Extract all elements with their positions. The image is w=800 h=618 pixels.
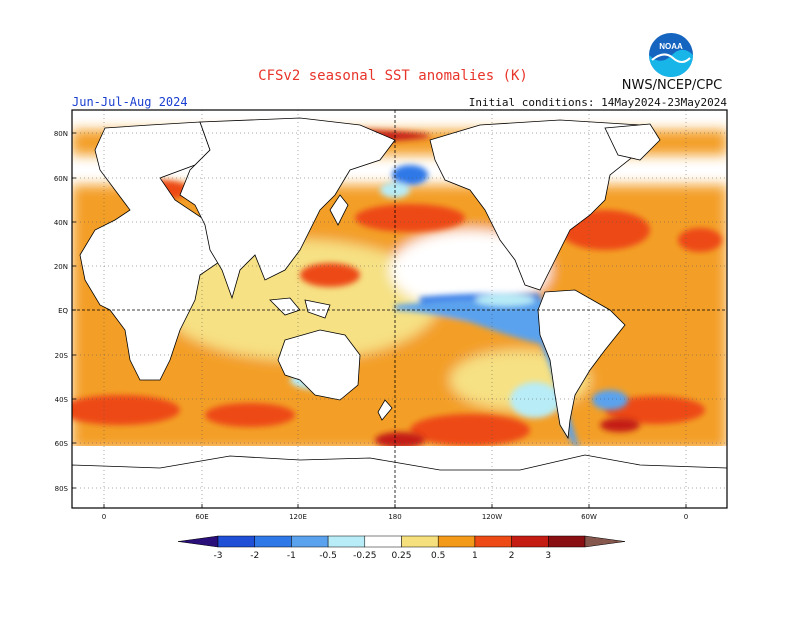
colorbar-box [291,535,329,548]
noaa-logo: NOAA [649,33,693,77]
lat-label-eq: EQ [58,307,68,315]
japan [329,194,349,226]
colorbar: -3 -2 -1 -0.5 -0.25 0.25 0.5 1 2 3 [177,535,626,561]
latitude-axis [72,132,76,489]
lon-label-180: 180 [388,513,401,521]
colorbar-arrow-low [177,535,219,548]
colorbar-box [364,535,402,548]
colorbar-box [474,535,512,548]
colorbar-tick-label: 0.5 [431,551,445,561]
lat-label-80n: 80N [54,130,68,138]
colorbar-tick-label: 0.25 [391,551,411,561]
colorbar-tick-label: 3 [545,551,551,561]
colorbar-arrow-high [584,535,626,548]
lon-label-60e: 60E [195,513,208,521]
colorbar-tick-label: 1 [472,551,478,561]
lon-label-0-west: 0 [102,513,106,521]
lat-label-20s: 20S [55,352,69,360]
colorbar-box [254,535,292,548]
agency-label: NWS/NCEP/CPC [622,78,722,93]
lon-label-0-east: 0 [684,513,688,521]
reference-lines [72,110,727,508]
lat-label-40s: 40S [55,396,69,404]
colorbar-box [511,535,549,548]
noaa-logo-text: NOAA [659,42,683,51]
colorbar-tick-label: -1 [287,551,296,561]
lat-label-60n: 60N [54,175,68,183]
colorbar-tick-label: -3 [214,551,223,561]
colorbar-tick-label: -2 [250,551,259,561]
colorbar-box [437,535,476,548]
lon-label-120w: 120W [482,513,502,521]
lat-label-20n: 20N [54,263,68,271]
map-frame [71,109,728,509]
new-zealand [377,399,393,421]
initial-conditions-label: Initial conditions: 14May2024-23May2024 [469,96,728,109]
lat-label-60s: 60S [55,440,69,448]
colorbar-box [548,535,586,548]
lon-label-120e: 120E [289,513,307,521]
land-masses [71,117,728,509]
south-america [537,289,626,440]
lat-label-80s: 80S [55,485,69,493]
lat-label-40n: 40N [54,219,68,227]
season-label: Jun-Jul-Aug 2024 [72,95,188,109]
colorbar-box [401,535,439,548]
longitude-axis [103,504,687,508]
colorbar-tick-label: -0.25 [353,551,376,561]
colorbar-box [327,535,366,548]
greenland [604,123,661,161]
figure-title: CFSv2 seasonal SST anomalies (K) [258,68,528,84]
map-panel [71,109,728,509]
colorbar-box [217,535,255,548]
asia [179,117,396,300]
australia [277,329,361,401]
lon-label-60w: 60W [581,513,597,521]
colorbar-tick-label: -0.5 [319,551,337,561]
africa-europe [79,121,226,381]
colorbar-tick-label: 2 [509,551,515,561]
